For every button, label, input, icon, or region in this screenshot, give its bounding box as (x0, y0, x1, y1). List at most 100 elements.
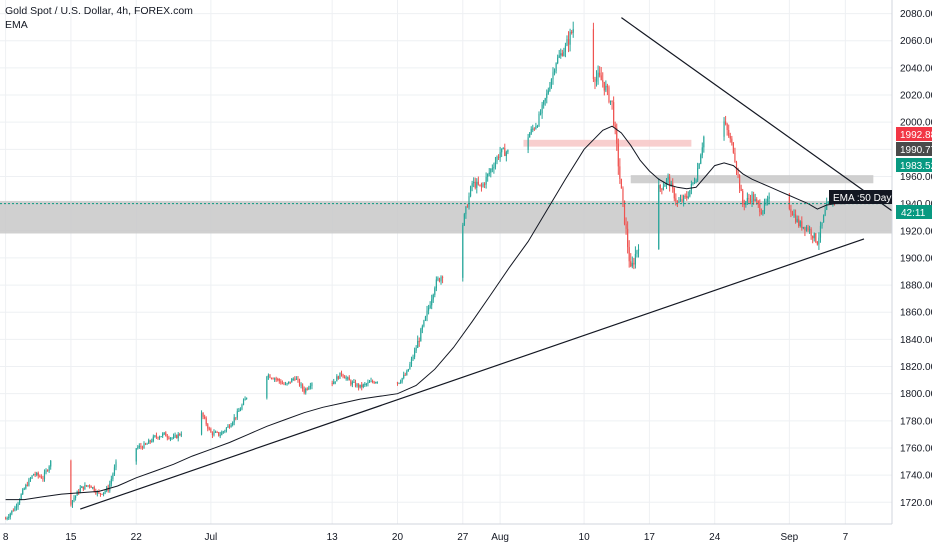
candle-body (222, 431, 224, 433)
candle-body (794, 214, 797, 222)
price-tag-2: 1990.77 (896, 142, 932, 156)
candle-body (695, 180, 697, 183)
candle-body (266, 376, 268, 398)
candle-body (634, 253, 637, 265)
candle-body (342, 374, 344, 377)
candle-body (552, 72, 554, 80)
candle-body (665, 179, 668, 185)
candle-body (630, 261, 632, 267)
chart-grid (0, 0, 892, 524)
candle-body (39, 475, 41, 477)
candle-body (424, 316, 427, 321)
price-tick-label: 1920.00 (900, 226, 932, 237)
candle-body (474, 181, 476, 188)
price-tick-label: 2040.00 (900, 63, 932, 74)
candle-body (407, 369, 409, 372)
candle-body (294, 378, 296, 380)
candle-body (693, 182, 696, 184)
candle-body (608, 87, 610, 103)
candle-body (48, 466, 50, 471)
time-axis[interactable] (0, 524, 932, 550)
candle-body (20, 494, 22, 500)
candle-body (725, 121, 727, 125)
candle-body (32, 474, 35, 476)
candle-body (70, 460, 72, 505)
candle-body (211, 432, 214, 435)
candle-body (822, 215, 825, 223)
candle-body (300, 384, 302, 386)
candle-body (356, 384, 358, 387)
candle-body (796, 218, 798, 222)
time-tick-label: 20 (392, 532, 404, 543)
candle-body (732, 142, 734, 153)
candle-body (765, 202, 767, 204)
candle-body (344, 376, 346, 379)
candle-body (756, 199, 758, 202)
candle-body (606, 85, 609, 88)
candle-body (480, 184, 483, 187)
candle-body (350, 380, 352, 385)
candle-body (662, 186, 664, 190)
candle-body (530, 129, 532, 134)
symbol-title[interactable]: Gold Spot / U.S. Dollar, 4h, FOREX.com (5, 5, 193, 17)
price-tick-label: 1900.00 (900, 253, 932, 264)
time-tick-label: 15 (65, 532, 77, 543)
candle-body (539, 113, 542, 115)
price-tag-1-text: 1992.88 (900, 130, 932, 141)
candle-body (571, 32, 573, 34)
candle-body (504, 148, 506, 156)
candle-body (232, 422, 234, 425)
candle-body (308, 387, 310, 390)
price-tick-label: 2080.00 (900, 9, 932, 20)
candle-body (275, 378, 277, 380)
candle-body (365, 383, 367, 385)
candle-body (11, 510, 13, 514)
candle-body (440, 276, 442, 282)
candle-body (17, 503, 19, 507)
candle-body (623, 200, 626, 224)
candle-body (427, 307, 430, 311)
candle-body (34, 474, 36, 476)
candle-body (538, 113, 540, 127)
candle-body (603, 81, 605, 91)
candle-body (239, 409, 242, 411)
time-tick-label: Sep (780, 532, 798, 543)
candle-body (46, 470, 49, 472)
candle-body (205, 418, 207, 425)
candle-body (168, 437, 170, 439)
indicator-title[interactable]: EMA (5, 19, 28, 31)
candle-body (347, 377, 349, 379)
candle-body (375, 382, 377, 384)
candle-body (749, 199, 752, 202)
candle-body (244, 398, 246, 401)
candle-body (799, 221, 801, 226)
candle-body (754, 199, 756, 202)
candle-body (345, 377, 347, 379)
price-axis[interactable] (892, 0, 932, 524)
candle-body (667, 176, 669, 180)
candle-body (102, 492, 105, 495)
candle-body (473, 181, 475, 184)
candle-body (437, 278, 439, 280)
candle-body (337, 376, 339, 379)
candle-body (403, 374, 405, 379)
candle-body (821, 222, 823, 226)
candle-body (40, 476, 42, 479)
candle-body (479, 184, 481, 186)
candle-body (490, 169, 492, 173)
candle-body (810, 229, 812, 236)
candle-body (202, 412, 204, 417)
candle-body (400, 381, 402, 383)
candle-body (818, 237, 820, 245)
candle-body (613, 102, 615, 125)
candle-body (409, 364, 411, 370)
candle-body (569, 32, 571, 45)
candle-body (177, 434, 179, 439)
candle-body (85, 485, 88, 487)
candle-body (235, 417, 237, 419)
price-tick-label: 1840.00 (900, 335, 932, 346)
candle-body (162, 433, 164, 437)
time-tick-label: 13 (327, 532, 339, 543)
candle-body (358, 384, 360, 388)
